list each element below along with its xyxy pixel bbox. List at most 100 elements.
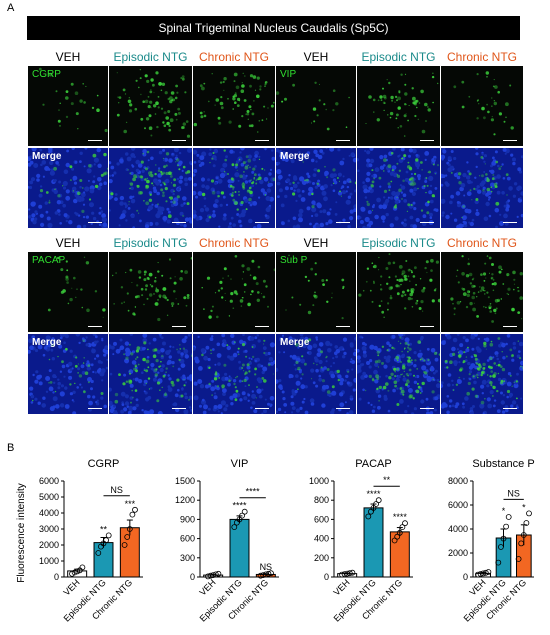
data-point [241, 508, 248, 515]
y-tick-label: 1000 [39, 556, 59, 566]
header-episodic: Episodic NTG [113, 50, 188, 64]
data-point [475, 571, 481, 578]
data-point [365, 513, 372, 520]
marker-micrograph [193, 252, 275, 332]
data-point [500, 535, 507, 542]
marker-micrograph [357, 66, 440, 146]
marker-label: Sub P [280, 255, 308, 266]
chart-title: PACAP [355, 458, 391, 470]
y-tick-label: 5000 [39, 492, 59, 502]
marker-label: VIP [280, 69, 297, 80]
data-point [505, 514, 512, 520]
data-point [262, 571, 269, 578]
x-tick-label: VEH [61, 577, 81, 597]
y-tick-label: 2000 [39, 540, 59, 550]
scale-bar [88, 139, 102, 141]
bar-charts: Fluorescence intensity CGRP0100020003000… [16, 458, 535, 624]
y-tick-label: 6000 [39, 476, 59, 486]
scale-bar [255, 221, 269, 223]
y-tick-label: 8000 [448, 476, 468, 486]
comparison-label: ** [383, 475, 391, 485]
panel-a-letter: A [7, 2, 15, 14]
y-tick-label: 200 [314, 553, 329, 563]
comparison-label: NS [110, 485, 123, 495]
data-point [212, 571, 219, 578]
data-point [236, 516, 243, 523]
header-veh: VEH [55, 236, 81, 250]
data-point [399, 524, 406, 530]
y-tick-label: 0 [54, 572, 59, 582]
data-point [520, 532, 527, 538]
data-point [205, 573, 211, 580]
merge-label: Merge [280, 151, 310, 162]
marker-label: CGRP [32, 69, 61, 80]
header-veh: VEH [55, 50, 81, 64]
data-point [480, 570, 487, 577]
scale-bar [336, 407, 350, 409]
merge-micrograph [357, 148, 440, 228]
scale-bar [255, 407, 269, 409]
chart-title: Substance P [472, 458, 534, 470]
merge-micrograph [193, 148, 275, 228]
data-point [396, 529, 403, 536]
marker-micrograph: VIP [276, 66, 356, 146]
scale-bar [420, 139, 434, 141]
marker-micrograph: CGRP [28, 66, 108, 146]
marker-micrograph [357, 252, 440, 332]
data-point [207, 572, 214, 579]
y-tick-label: 0 [190, 572, 195, 582]
marker-micrograph [441, 66, 523, 146]
y-axis-title: Fluorescence intensity [16, 483, 27, 583]
scale-bar [503, 139, 517, 141]
y-tick-label: 300 [180, 553, 195, 563]
data-point [495, 559, 502, 566]
data-point [482, 569, 489, 576]
y-tick-label: 600 [314, 514, 329, 524]
merge-micrograph: Merge [276, 148, 356, 228]
marker-micrograph: Sub P [276, 252, 356, 332]
marker-micrograph: PACAP [28, 252, 108, 332]
data-point [239, 512, 246, 519]
data-point [121, 542, 128, 548]
data-point [367, 508, 374, 515]
y-tick-label: 2000 [448, 548, 468, 558]
y-tick-label: 4000 [448, 524, 468, 534]
merge-micrograph: Merge [28, 148, 108, 228]
merge-micrograph [357, 334, 440, 414]
significance-label: **** [366, 489, 381, 499]
header-veh: VEH [303, 236, 329, 250]
merge-micrograph [441, 148, 523, 228]
scale-bar [172, 221, 186, 223]
y-tick-label: 6000 [448, 500, 468, 510]
merge-micrograph: Merge [276, 334, 356, 414]
scale-bar [172, 325, 186, 327]
scale-bar [503, 325, 517, 327]
y-tick-label: 1500 [175, 476, 195, 486]
data-point [497, 544, 504, 550]
scale-bar [503, 221, 517, 223]
data-point [210, 572, 217, 578]
merge-label: Merge [32, 151, 62, 162]
data-point [126, 526, 133, 532]
data-point [526, 510, 532, 517]
scale-bar [336, 139, 350, 141]
merge-micrograph [109, 334, 192, 414]
scale-bar [420, 325, 434, 327]
scale-bar [255, 139, 269, 141]
scale-bar [172, 407, 186, 409]
data-point [373, 501, 380, 507]
data-point [518, 540, 525, 547]
significance-label: *** [125, 499, 136, 509]
significance-label: NS [260, 562, 273, 572]
data-point [523, 520, 530, 526]
chart-title: CGRP [88, 458, 120, 470]
scale-bar [255, 325, 269, 327]
header-chronic: Chronic NTG [198, 50, 269, 64]
header-chronic: Chronic NTG [446, 50, 517, 64]
region-banner: Spinal Trigeminal Nucleus Caudalis (Sp5C… [27, 16, 520, 40]
significance-label: **** [393, 512, 408, 522]
y-tick-label: 3000 [39, 524, 59, 534]
comparison-label: **** [246, 487, 261, 497]
data-point [71, 569, 78, 576]
y-tick-label: 900 [180, 514, 195, 524]
